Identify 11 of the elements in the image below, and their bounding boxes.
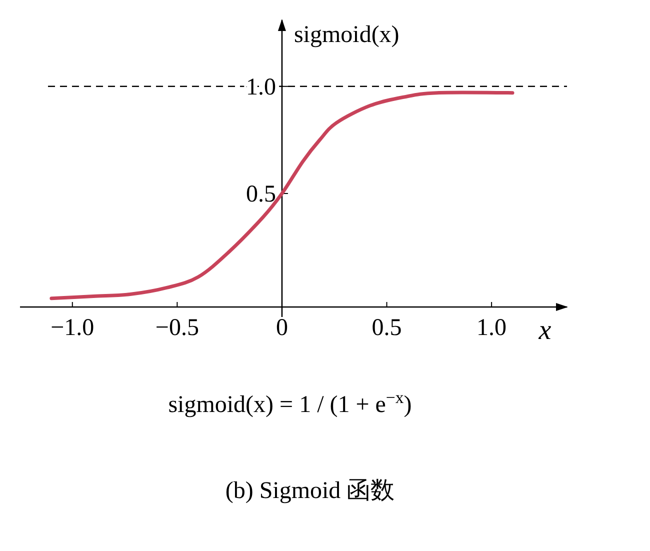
y-tick: 1.0 <box>246 74 276 100</box>
x-tick: 0 <box>276 315 288 341</box>
x-tick: −1.0 <box>50 315 94 341</box>
x-label: x <box>538 315 552 346</box>
annotation: sigmoid(x) = 1 / (1 + e$^{−x}$) <box>168 388 412 418</box>
x-tick: −0.5 <box>155 315 199 341</box>
x-tick: 0.5 <box>372 315 402 341</box>
title: (b) Sigmoid 函数 <box>225 478 395 504</box>
y-label: sigmoid(x) <box>294 22 400 48</box>
x-tick: 1.0 <box>476 315 507 341</box>
y-tick: 0.5 <box>246 181 276 208</box>
